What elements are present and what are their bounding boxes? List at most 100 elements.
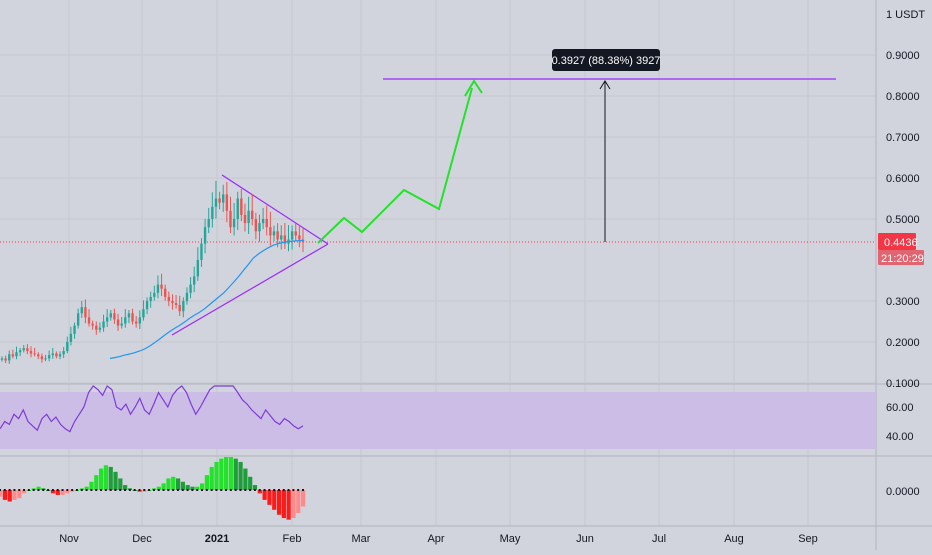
projected-path[interactable] bbox=[317, 87, 473, 244]
candle-body bbox=[76, 313, 80, 326]
measure-label: 0.3927 (88.38%) 3927 bbox=[552, 55, 661, 67]
candle-body bbox=[113, 313, 116, 320]
oscillator-zero-dot bbox=[196, 489, 199, 491]
candle-body bbox=[232, 219, 236, 228]
oscillator-zero-dot bbox=[85, 489, 88, 491]
oscillator-bar bbox=[204, 475, 210, 490]
oscillator-bar bbox=[190, 486, 195, 490]
candle-body bbox=[73, 325, 76, 334]
projected-path-arrowhead bbox=[464, 79, 483, 97]
candle-body bbox=[240, 198, 243, 215]
oscillator-zero-dot bbox=[205, 489, 208, 491]
oscillator-zero-dot bbox=[56, 489, 59, 491]
candle-body bbox=[91, 323, 94, 326]
candle-body bbox=[131, 313, 134, 322]
oscillator-zero-dot bbox=[277, 489, 280, 491]
candle-body bbox=[142, 309, 145, 318]
oscillator-zero-dot bbox=[143, 489, 146, 491]
candle-body bbox=[294, 231, 297, 236]
candle-body bbox=[272, 231, 276, 236]
candle-body bbox=[214, 198, 218, 207]
candle-body bbox=[200, 243, 203, 260]
candle-body bbox=[258, 223, 261, 232]
oscillator-bar bbox=[257, 490, 262, 494]
oscillator-zero-dot bbox=[0, 489, 1, 491]
candle-body bbox=[149, 296, 152, 301]
rsi-label-40: 40.00 bbox=[886, 431, 914, 443]
candle-body bbox=[243, 214, 247, 224]
candle-body bbox=[124, 317, 127, 324]
oscillator-bar bbox=[301, 490, 306, 507]
oscillator-zero-label: 0.0000 bbox=[886, 486, 920, 498]
candle-body bbox=[196, 260, 200, 277]
candle-body bbox=[69, 333, 73, 342]
candle-body bbox=[174, 303, 178, 306]
candle-body bbox=[163, 288, 167, 297]
candle-body bbox=[167, 296, 171, 301]
candle-body bbox=[298, 235, 301, 240]
oscillator-bar bbox=[243, 468, 248, 490]
oscillator-zero-dot bbox=[47, 489, 50, 491]
candle-body bbox=[29, 351, 33, 354]
oscillator-zero-dot bbox=[51, 489, 54, 491]
oscillator-zero-dot bbox=[104, 489, 107, 491]
candle-body bbox=[189, 284, 192, 293]
oscillator-bar bbox=[60, 490, 65, 495]
candle-body bbox=[265, 219, 268, 228]
time-axis[interactable]: Nov Dec 2021 Feb Mar Apr May Jun Jul Aug Sep bbox=[59, 533, 818, 545]
oscillator-bar bbox=[50, 490, 56, 494]
oscillator-bar bbox=[267, 490, 272, 505]
oscillator-bar bbox=[276, 490, 282, 515]
candle-body bbox=[47, 355, 51, 359]
time-tick-label: Mar bbox=[352, 533, 371, 545]
candle-body bbox=[269, 227, 272, 236]
price-axis[interactable]: 0.9000 0.8000 0.7000 0.6000 0.5000 0.3000 0.20… bbox=[886, 50, 920, 390]
candle-body bbox=[0, 358, 4, 360]
oscillator-bar bbox=[185, 485, 190, 490]
measure-label-box bbox=[552, 49, 660, 71]
oscillator-zero-dot bbox=[225, 489, 228, 491]
time-tick-label: Aug bbox=[724, 533, 744, 545]
moving-average-line bbox=[109, 239, 304, 359]
oscillator-zero-dot bbox=[37, 489, 40, 491]
candle-body bbox=[87, 317, 91, 324]
oscillator-bar bbox=[209, 466, 214, 490]
candle-body bbox=[225, 194, 229, 211]
price-axis-unit: 1 USDT bbox=[886, 9, 925, 21]
oscillator-zero-dot bbox=[138, 489, 141, 491]
triangle-lower-trendline[interactable] bbox=[171, 243, 329, 336]
oscillator-bar bbox=[65, 490, 70, 494]
candle-body bbox=[182, 301, 185, 312]
oscillator-zero-dot bbox=[23, 489, 26, 491]
price-tick-label: 0.7000 bbox=[886, 132, 920, 144]
rsi-label-60: 60.00 bbox=[886, 402, 914, 414]
oscillator-bar bbox=[233, 458, 238, 490]
oscillator-bar bbox=[12, 490, 17, 500]
candle-body bbox=[153, 292, 156, 297]
current-price-badge bbox=[878, 233, 916, 250]
candle-body bbox=[247, 210, 250, 224]
oscillator-bar bbox=[55, 490, 60, 495]
oscillator-bar bbox=[180, 481, 185, 490]
triangle-upper-trendline[interactable] bbox=[221, 174, 329, 245]
candle-body bbox=[178, 305, 181, 312]
oscillator-zero-dot bbox=[148, 489, 151, 491]
oscillator-bar bbox=[22, 490, 27, 494]
oscillator-bar bbox=[36, 486, 41, 490]
oscillator-zero-dot bbox=[234, 489, 237, 491]
oscillator-bar bbox=[214, 461, 219, 490]
oscillator-bar bbox=[94, 475, 99, 490]
oscillator-zero-dot bbox=[302, 489, 304, 491]
countdown-badge bbox=[878, 250, 924, 265]
oscillator-zero-dot bbox=[27, 489, 30, 491]
countdown-label: 21:20:29 bbox=[881, 253, 924, 265]
oscillator-zero-dot bbox=[229, 489, 232, 491]
oscillator-bar bbox=[224, 457, 229, 490]
oscillator-bar bbox=[228, 457, 234, 490]
current-price-label: 0.4436 bbox=[884, 237, 918, 249]
oscillator-zero-dot bbox=[297, 489, 300, 491]
candle-body bbox=[236, 198, 239, 219]
rsi-band bbox=[0, 392, 876, 449]
candle-body bbox=[280, 235, 283, 240]
